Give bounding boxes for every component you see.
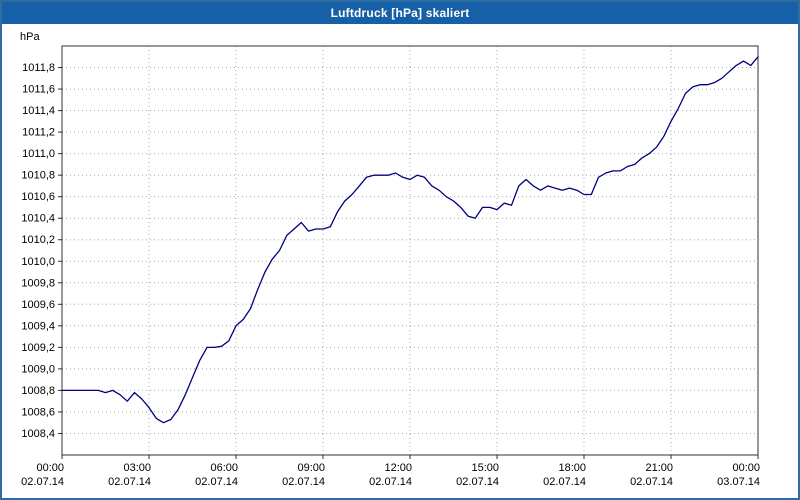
- y-tick-label: 1008,8: [21, 385, 55, 397]
- x-tick-time-label: 21:00: [645, 462, 673, 474]
- y-tick-label: 1008,4: [21, 428, 55, 440]
- y-tick-label: 1010,2: [21, 234, 55, 246]
- x-tick-time-label: 09:00: [297, 462, 325, 474]
- x-tick-date-label: 02.07.14: [543, 476, 586, 488]
- pressure-line-chart: 1011,8 1011,6 1011,4 1011,2 1011,0 1010,8 1010…: [20, 31, 760, 488]
- x-tick-date-label: 02.07.14: [108, 476, 151, 488]
- x-tick-time-label: 00:00: [36, 462, 64, 474]
- x-tick-time-label: 00:00: [732, 462, 760, 474]
- y-tick-label: 1009,8: [21, 277, 55, 289]
- x-tick-date-label: 02.07.14: [21, 476, 64, 488]
- x-tick-time-label: 18:00: [558, 462, 586, 474]
- y-tick-label: 1010,0: [21, 256, 55, 268]
- y-tick-label: 1011,6: [22, 84, 55, 96]
- x-tick-date-label: 02.07.14: [195, 476, 238, 488]
- chart-area: 1011,8 1011,6 1011,4 1011,2 1011,0 1010,8 1010…: [2, 24, 798, 498]
- y-tick-label: 1011,4: [22, 105, 55, 117]
- y-tick-label: 1010,6: [21, 191, 55, 203]
- y-tick-label: 1009,2: [21, 342, 55, 354]
- pressure-series-line: [61, 56, 759, 424]
- y-tick-label: 1010,8: [21, 170, 55, 182]
- y-tick-label: 1008,6: [21, 406, 55, 418]
- x-tick-date-label: 02.07.14: [630, 476, 673, 488]
- x-tick-time-label: 03:00: [123, 462, 151, 474]
- y-tick-label: 1009,0: [21, 363, 55, 375]
- x-tick-time-label: 15:00: [471, 462, 499, 474]
- x-tick-date-label: 02.07.14: [282, 476, 325, 488]
- x-tick-time-label: 12:00: [384, 462, 412, 474]
- y-axis-unit-label: hPa: [20, 31, 40, 43]
- title-bar: Luftdruck [hPa] skaliert: [2, 2, 798, 24]
- y-tick-label: 1011,8: [22, 62, 55, 74]
- y-tick-label: 1009,6: [21, 299, 55, 311]
- y-tick-label: 1009,4: [21, 320, 55, 332]
- window-title: Luftdruck [hPa] skaliert: [330, 6, 470, 20]
- y-tick-label: 1010,4: [21, 213, 55, 225]
- x-tick-date-label: 03.07.14: [717, 476, 760, 488]
- y-tick-label: 1011,0: [22, 148, 55, 160]
- y-tick-label: 1011,2: [22, 127, 55, 139]
- x-tick-date-label: 02.07.14: [369, 476, 412, 488]
- x-tick-time-label: 06:00: [210, 462, 238, 474]
- x-tick-date-label: 02.07.14: [456, 476, 499, 488]
